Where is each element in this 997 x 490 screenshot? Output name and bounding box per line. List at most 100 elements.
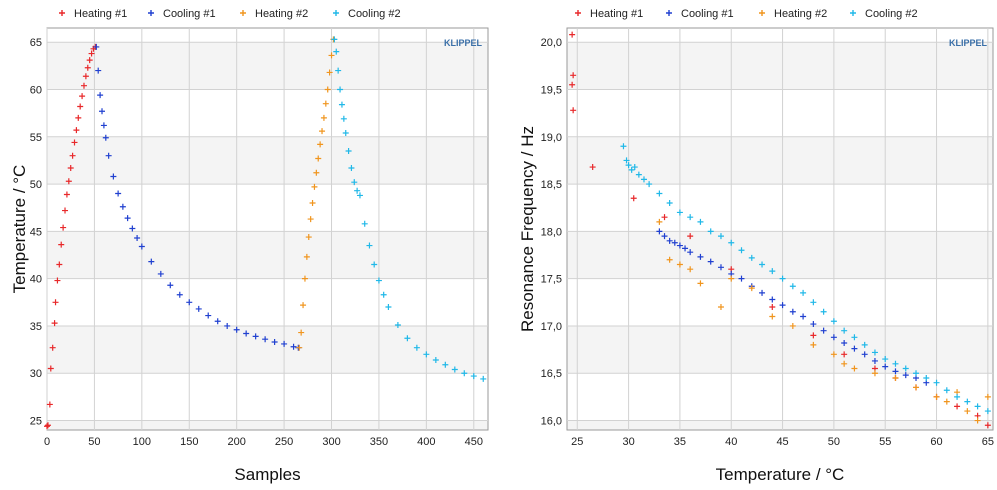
y-tick-labels: 25 30 35 40 45 50 55 60 65	[30, 37, 42, 427]
x-tick-label: 350	[370, 436, 388, 448]
data-point	[271, 339, 278, 346]
data-point	[298, 329, 305, 336]
y-tick-label: 17,0	[541, 321, 562, 333]
data-point	[62, 207, 69, 214]
data-point	[974, 403, 981, 410]
data-point	[623, 157, 630, 164]
data-point	[224, 322, 231, 329]
data-point	[620, 143, 627, 150]
legend-item[interactable]: Heating #1	[575, 8, 643, 20]
series-heating-2	[656, 218, 991, 424]
data-point	[67, 164, 74, 171]
data-point	[913, 384, 920, 391]
data-point	[110, 173, 117, 180]
data-point	[345, 147, 352, 154]
data-point	[319, 128, 326, 135]
data-point	[73, 127, 80, 134]
y-tick-label: 60	[30, 84, 42, 96]
legend-item[interactable]: Cooling #1	[148, 8, 216, 20]
legend-item[interactable]: Heating #2	[759, 8, 827, 20]
data-point	[290, 343, 297, 350]
data-point	[640, 176, 647, 183]
data-point	[338, 101, 345, 108]
data-point	[738, 247, 745, 254]
background-band	[567, 420, 993, 430]
legend-item[interactable]: Cooling #2	[333, 8, 401, 20]
data-point	[964, 408, 971, 415]
data-point	[861, 341, 868, 348]
legend-marker	[59, 10, 65, 16]
data-point	[148, 258, 155, 265]
legend-marker	[148, 10, 154, 16]
data-point	[810, 341, 817, 348]
data-point	[759, 289, 766, 296]
data-point	[348, 164, 355, 171]
data-point	[687, 266, 694, 273]
y-tick-label: 19,5	[541, 84, 562, 96]
data-point	[262, 336, 269, 343]
x-tick-label: 200	[227, 436, 245, 448]
legend-item[interactable]: Heating #1	[59, 8, 127, 20]
y-tick-label: 16,0	[541, 416, 562, 428]
plot-frame	[566, 27, 994, 431]
data-point	[830, 351, 837, 358]
data-point	[99, 108, 106, 115]
grid-lines	[46, 28, 488, 430]
data-point	[119, 203, 126, 210]
y-tick-label: 16,5	[541, 368, 562, 380]
data-point	[138, 243, 145, 250]
data-point	[47, 365, 54, 372]
data-point	[661, 214, 668, 221]
data-point	[44, 422, 51, 429]
data-point	[697, 218, 704, 225]
legend-marker	[666, 10, 672, 16]
x-tick-label: 45	[776, 436, 788, 448]
data-point	[666, 256, 673, 263]
klippel-logo-text: KLIPPEL	[444, 38, 483, 48]
data-point	[320, 114, 327, 121]
data-point	[52, 299, 59, 306]
legend-item[interactable]: Heating #2	[240, 8, 308, 20]
legend[interactable]: Heating #1 Cooling #1 Heating #2 Cooling #2	[575, 8, 918, 20]
data-point	[769, 313, 776, 320]
legend-label: Cooling #2	[348, 8, 401, 20]
x-axis-title: Samples	[234, 465, 300, 484]
data-point	[95, 67, 102, 74]
data-point	[322, 100, 329, 107]
series-heating-1	[44, 43, 99, 430]
data-point	[923, 374, 930, 381]
data-point	[728, 275, 735, 282]
data-point	[305, 234, 312, 241]
data-point	[361, 220, 368, 227]
data-point	[354, 187, 361, 194]
y-axis-title: Temperature / °C	[10, 165, 29, 294]
data-point	[63, 191, 70, 198]
data-point	[964, 398, 971, 405]
data-point	[243, 330, 250, 337]
data-point	[687, 249, 694, 256]
data-point	[687, 214, 694, 221]
data-point	[49, 344, 56, 351]
legend-label: Cooling #2	[865, 8, 918, 20]
x-tick-labels: 25 30 35 40 45 50 55 60 65	[571, 436, 994, 448]
x-tick-labels: 0 50 100 150 200 250 300 350 400 450	[44, 436, 483, 448]
data-point	[810, 321, 817, 328]
data-point	[432, 357, 439, 364]
y-tick-label: 55	[30, 132, 42, 144]
data-point	[342, 129, 349, 136]
data-point	[974, 417, 981, 424]
x-tick-label: 150	[180, 436, 198, 448]
data-point	[810, 299, 817, 306]
data-point	[589, 164, 596, 171]
legend-item[interactable]: Cooling #1	[666, 8, 734, 20]
legend-item[interactable]: Cooling #2	[850, 8, 918, 20]
data-point	[646, 181, 653, 188]
data-point	[671, 239, 678, 246]
data-point	[301, 275, 308, 282]
x-tick-label: 50	[828, 436, 840, 448]
data-point	[892, 360, 899, 367]
data-point	[186, 299, 193, 306]
legend[interactable]: Heating #1 Cooling #1 Heating #2 Cooling #2	[59, 8, 401, 20]
data-point	[44, 423, 50, 430]
data-point	[300, 302, 307, 309]
